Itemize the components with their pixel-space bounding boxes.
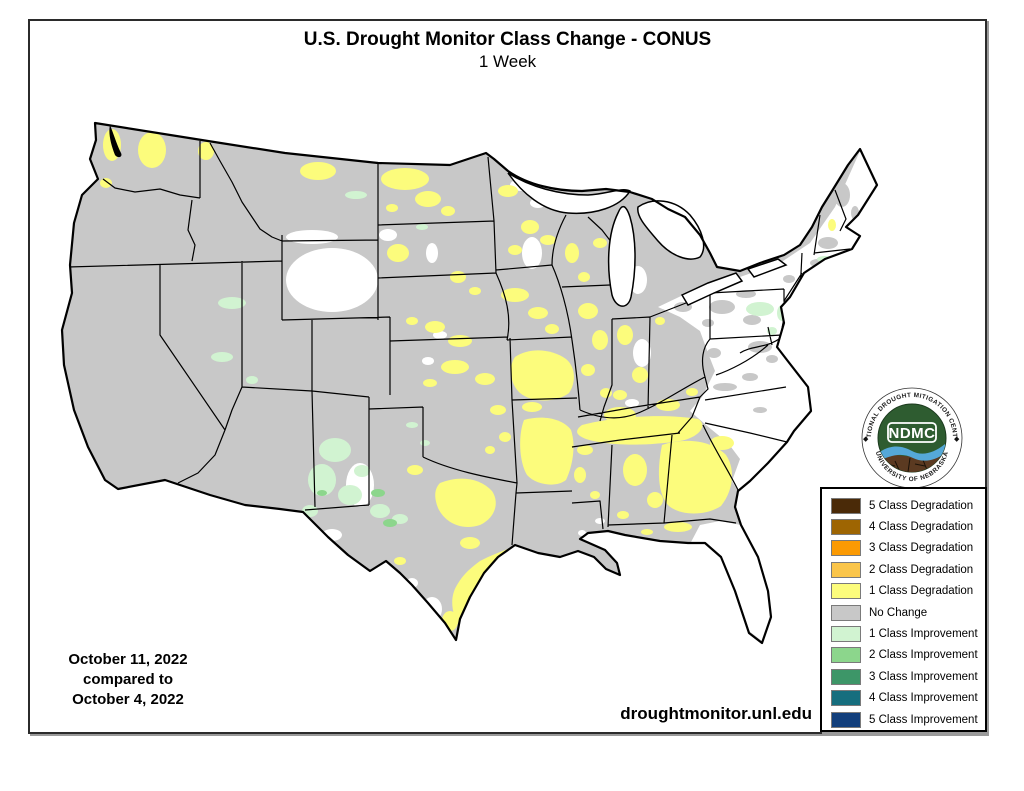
- legend-label: 5 Class Improvement: [869, 713, 978, 726]
- legend-item: 5 Class Improvement: [822, 709, 985, 730]
- great-lakes: [507, 172, 788, 307]
- logo-acronym-box: [887, 422, 937, 443]
- improvement-2-patches: [317, 489, 397, 527]
- legend-label: 4 Class Improvement: [869, 692, 978, 705]
- lake-huron: [637, 200, 705, 260]
- logo-diamond-left-icon: ◆: [863, 436, 869, 443]
- title-block: U.S. Drought Monitor Class Change - CONU…: [28, 28, 987, 72]
- date-annotation: October 11, 2022 compared to October 4, …: [38, 650, 218, 710]
- legend-swatch-3-class-degradation: [831, 540, 861, 557]
- logo-earth-cracks: [886, 457, 928, 472]
- ndmc-logo: NDMC NATIONAL DROUGHT MITIGATION CENTER …: [852, 381, 971, 490]
- legend-label: 4 Class Degradation: [869, 521, 974, 534]
- legend-item: 4 Class Degradation: [822, 516, 985, 537]
- legend-label: 2 Class Degradation: [869, 563, 974, 576]
- date-line3: October 4, 2022: [72, 691, 184, 708]
- date-line2: compared to: [82, 671, 173, 688]
- legend-item: 4 Class Improvement: [822, 688, 985, 709]
- legend-label: No Change: [869, 606, 928, 619]
- legend-swatch-5-class-improvement: [831, 711, 861, 728]
- legend: 5 Class Degradation 4 Class Degradation …: [820, 487, 987, 732]
- legend-item: 3 Class Degradation: [822, 538, 985, 559]
- legend-swatch-1-class-improvement: [831, 626, 861, 643]
- page-title: U.S. Drought Monitor Class Change - CONU…: [303, 29, 712, 50]
- no-change-patches: [547, 183, 859, 413]
- logo-diamond-right-icon: ◆: [954, 436, 960, 443]
- legend-item: No Change: [822, 602, 985, 623]
- conus-map-svg: [60, 121, 879, 645]
- lake-ontario: [746, 258, 788, 278]
- legend-label: 3 Class Degradation: [869, 542, 974, 555]
- conus-outline: [60, 121, 879, 645]
- page-subtitle: 1 Week: [478, 52, 537, 71]
- puget-sound: [109, 125, 122, 158]
- legend-label: 2 Class Improvement: [869, 649, 978, 662]
- logo-water: [878, 444, 946, 461]
- legend-swatch-1-class-degradation: [831, 583, 861, 600]
- state-borders: [67, 141, 851, 546]
- legend-item: 3 Class Improvement: [822, 666, 985, 687]
- legend-swatch-2-class-degradation: [831, 561, 861, 578]
- legend-item: 1 Class Improvement: [822, 623, 985, 644]
- legend-swatch-2-class-improvement: [831, 647, 861, 664]
- legend-swatch-5-class-degradation: [831, 497, 861, 514]
- legend-label: 5 Class Degradation: [869, 499, 974, 512]
- legend-item: 2 Class Improvement: [822, 645, 985, 666]
- legend-label: 1 Class Improvement: [869, 628, 978, 641]
- legend-label: 1 Class Degradation: [869, 585, 974, 598]
- lake-michigan: [607, 205, 636, 307]
- legend-item: 2 Class Degradation: [822, 559, 985, 580]
- logo-acronym: NDMC: [889, 425, 936, 442]
- legend-swatch-no-change: [831, 604, 861, 621]
- legend-swatch-4-class-degradation: [831, 519, 861, 536]
- conus-map: [60, 95, 880, 715]
- date-line1: October 11, 2022: [68, 651, 188, 668]
- lake-erie: [680, 272, 744, 306]
- website-url: droughtmonitor.unl.edu: [620, 704, 812, 723]
- legend-label: 3 Class Improvement: [869, 670, 978, 683]
- legend-swatch-4-class-improvement: [831, 690, 861, 707]
- legend-item: 5 Class Degradation: [822, 495, 985, 516]
- legend-item: 1 Class Degradation: [822, 581, 985, 602]
- legend-swatch-3-class-improvement: [831, 668, 861, 685]
